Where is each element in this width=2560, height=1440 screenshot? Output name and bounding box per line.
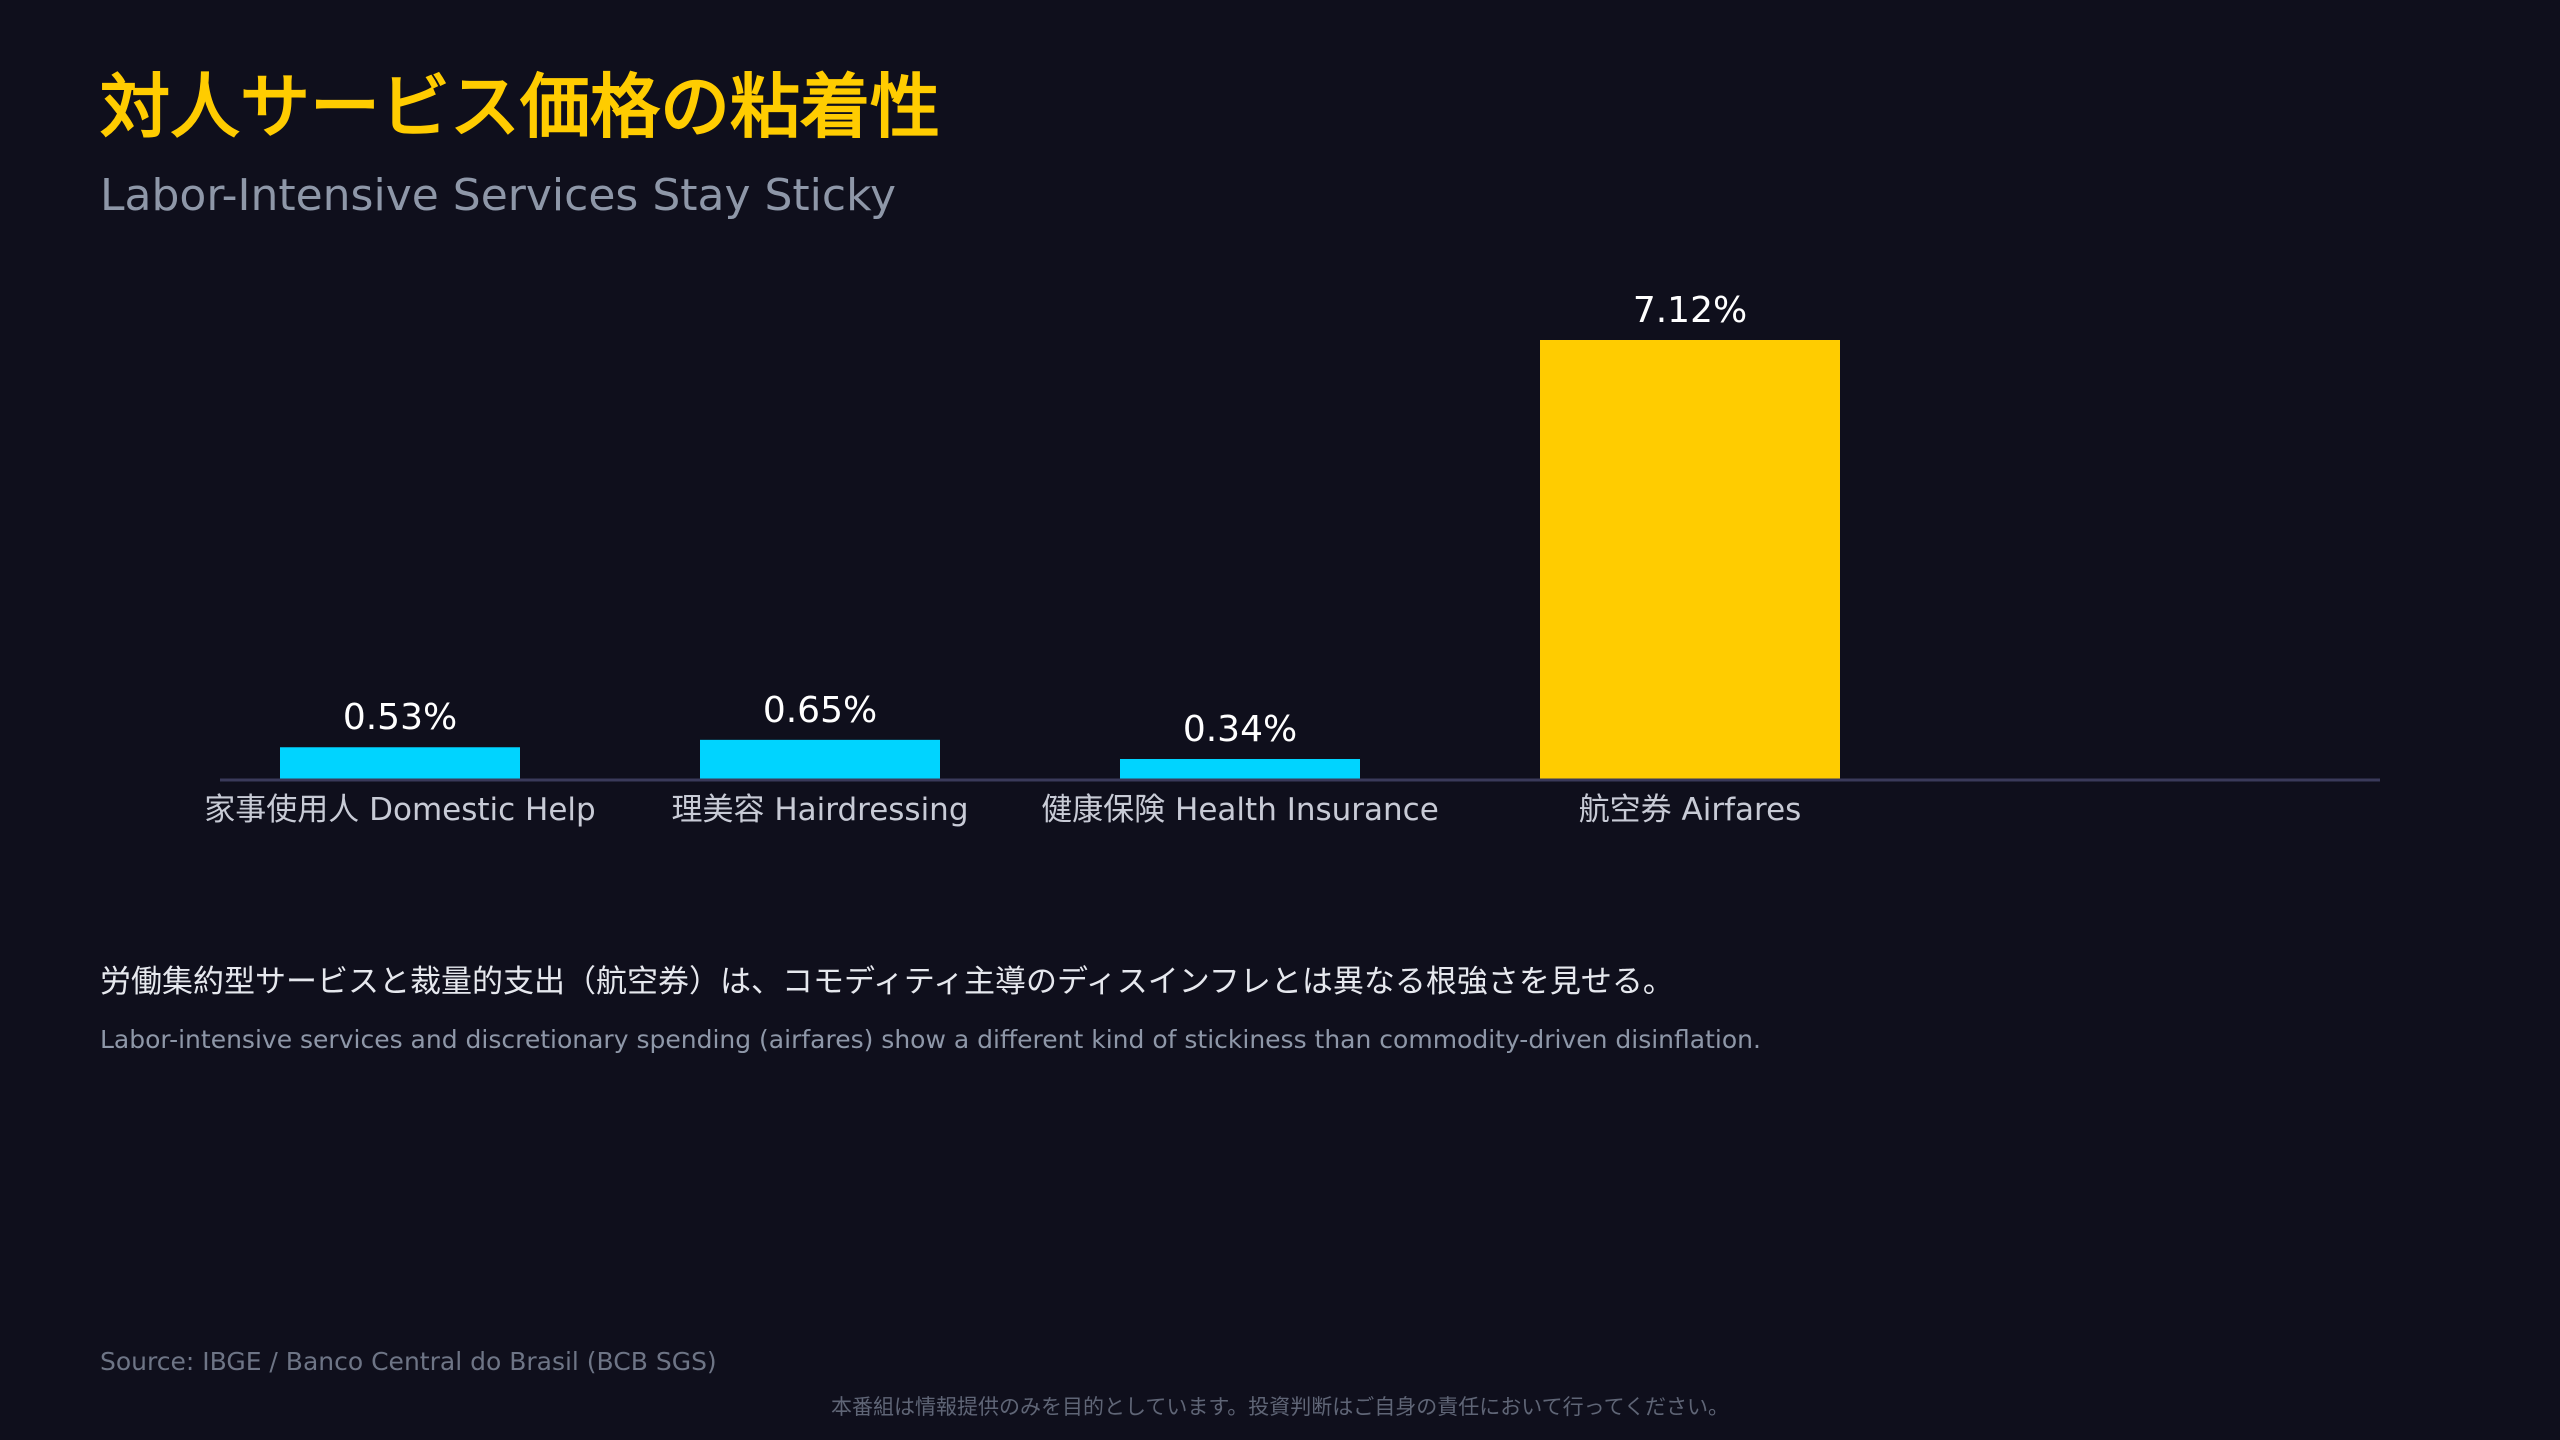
bar-chart: 0.53% 家事使用人 Domestic Help 0.65% 理美容 Hairdre… [204, 290, 2380, 828]
value-label-2: 0.34% [1183, 709, 1297, 750]
category-label-0: 家事使用人 Domestic Help [204, 792, 595, 828]
page-title: 対人サービス価格の粘着性 [100, 66, 940, 148]
bar-1 [700, 739, 940, 780]
value-label-1: 0.65% [763, 690, 877, 731]
page-subtitle: Labor-Intensive Services Stay Sticky [100, 170, 897, 221]
bar-2 [1120, 758, 1360, 780]
source-text: Source: IBGE / Banco Central do Brasil (… [100, 1347, 717, 1376]
note-japanese: 労働集約型サービスと裁量的支出（航空券）は、コモディティ主導のディスインフレとは… [100, 964, 1674, 1000]
value-label-3: 7.12% [1633, 290, 1747, 331]
value-label-0: 0.53% [343, 697, 457, 738]
bar-3 [1540, 340, 1840, 780]
category-label-2: 健康保険 Health Insurance [1041, 792, 1439, 828]
category-label-3: 航空券 Airfares [1579, 792, 1802, 828]
category-label-1: 理美容 Hairdressing [671, 792, 968, 828]
note-english: Labor-intensive services and discretiona… [100, 1025, 1761, 1054]
disclaimer-text: 本番組は情報提供のみを目的としています。投資判断はご自身の責任において行ってくだ… [831, 1395, 1729, 1419]
bar-0 [280, 747, 520, 780]
